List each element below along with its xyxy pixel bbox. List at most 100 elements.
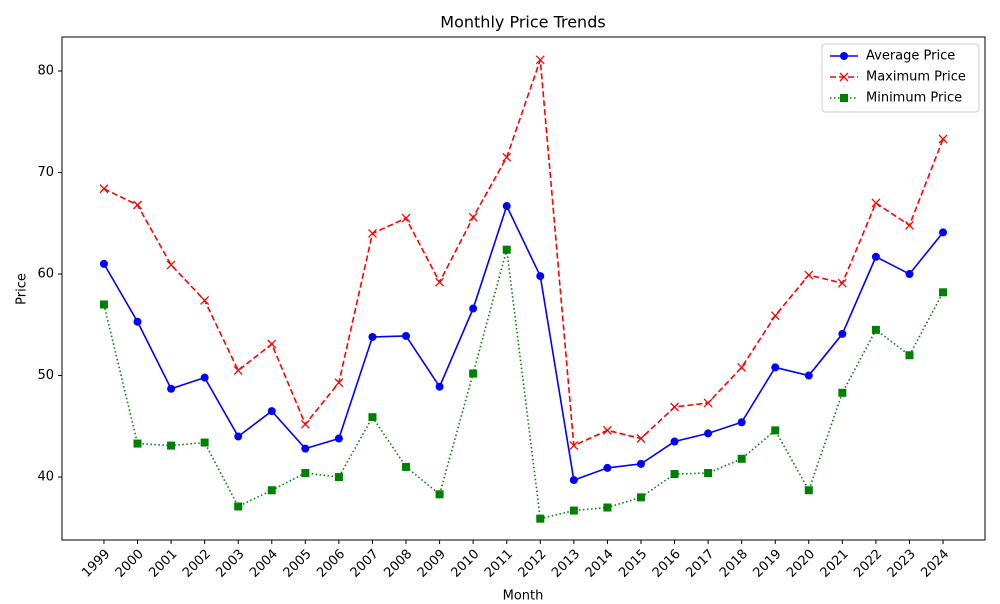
data-point	[569, 506, 578, 515]
data-point	[334, 434, 343, 443]
x-tick-label: 2011	[482, 547, 516, 581]
data-point	[334, 473, 343, 482]
series-line	[103, 249, 944, 520]
data-point	[737, 418, 746, 427]
legend-marker	[840, 94, 848, 102]
y-axis-label: Price	[15, 273, 30, 305]
x-tick-label: 2008	[381, 547, 415, 581]
data-point	[704, 469, 713, 478]
x-tick-label: 2010	[448, 547, 482, 581]
x-tick-label: 2004	[247, 547, 281, 581]
data-point	[703, 398, 713, 408]
data-point	[133, 200, 142, 210]
data-point	[334, 378, 344, 388]
data-point	[469, 369, 478, 378]
data-point	[737, 362, 747, 372]
x-tick-label: 2014	[583, 547, 617, 581]
data-point	[166, 260, 176, 270]
series-line	[103, 203, 944, 482]
data-point	[200, 438, 209, 447]
data-point	[468, 212, 478, 222]
y-tick-label: 40	[37, 470, 54, 485]
data-point	[402, 331, 411, 340]
x-tick-label: 2006	[314, 547, 348, 581]
x-tick-label: 2024	[918, 547, 952, 581]
data-point	[300, 419, 310, 429]
data-point	[771, 363, 780, 372]
data-point	[704, 429, 713, 438]
legend-marker	[839, 72, 849, 82]
data-point	[670, 437, 679, 446]
plot-frame	[61, 36, 986, 541]
x-tick-label: 2018	[717, 547, 751, 581]
data-point	[871, 252, 880, 261]
data-point	[838, 329, 847, 338]
x-tick-label: 2022	[851, 547, 885, 581]
x-tick-label: 2003	[214, 547, 248, 581]
data-point	[905, 270, 914, 279]
data-point	[167, 441, 176, 450]
data-point	[167, 384, 176, 393]
data-point	[804, 371, 813, 380]
x-tick-label: 2012	[516, 547, 550, 581]
data-point	[301, 469, 310, 478]
data-point	[133, 317, 142, 326]
data-point	[602, 425, 612, 435]
data-point	[435, 277, 445, 287]
data-point	[939, 288, 948, 297]
data-point	[536, 272, 545, 281]
data-point	[435, 490, 444, 499]
data-point	[905, 351, 914, 360]
data-point	[670, 402, 679, 412]
data-point	[267, 339, 277, 349]
data-point	[569, 476, 578, 485]
data-point	[401, 213, 411, 223]
data-point	[636, 434, 646, 443]
x-tick-label: 2019	[751, 547, 785, 581]
x-tick-label: 2000	[113, 547, 147, 581]
x-tick-label: 2015	[616, 547, 650, 581]
data-point	[133, 439, 142, 448]
x-tick-label: 2013	[549, 547, 583, 581]
data-point	[837, 278, 847, 288]
x-tick-label: 2021	[818, 547, 852, 581]
data-point	[535, 55, 545, 65]
y-tick-label: 70	[37, 165, 54, 180]
legend-label: Average Price	[866, 49, 955, 64]
data-point	[804, 270, 814, 280]
data-point	[636, 493, 645, 502]
data-point	[99, 184, 109, 194]
data-point	[871, 325, 880, 334]
data-point	[234, 502, 243, 511]
legend-marker	[840, 52, 848, 60]
data-point	[838, 388, 847, 397]
x-tick-label: 2001	[146, 547, 180, 581]
data-point	[569, 441, 579, 451]
data-point	[233, 366, 243, 375]
x-tick-label: 2023	[885, 547, 919, 581]
data-point	[267, 407, 276, 416]
data-point	[502, 202, 511, 211]
data-point	[368, 228, 377, 238]
data-point	[737, 454, 746, 463]
data-point	[871, 198, 881, 208]
data-point	[301, 444, 310, 453]
x-tick-label: 2016	[650, 547, 684, 581]
series-line	[103, 59, 944, 447]
data-point	[770, 311, 780, 321]
data-point	[603, 503, 612, 512]
data-point	[368, 332, 377, 341]
data-point	[905, 220, 914, 230]
y-tick-label: 60	[37, 267, 54, 282]
data-point	[502, 152, 512, 162]
data-point	[771, 426, 780, 435]
data-point	[938, 134, 948, 144]
x-tick-label: 2020	[784, 547, 818, 581]
y-tick-label: 80	[37, 64, 54, 79]
data-point	[603, 463, 612, 472]
data-point	[670, 470, 679, 479]
x-tick-label: 2002	[180, 547, 214, 581]
data-point	[200, 373, 209, 382]
data-point	[636, 459, 645, 468]
